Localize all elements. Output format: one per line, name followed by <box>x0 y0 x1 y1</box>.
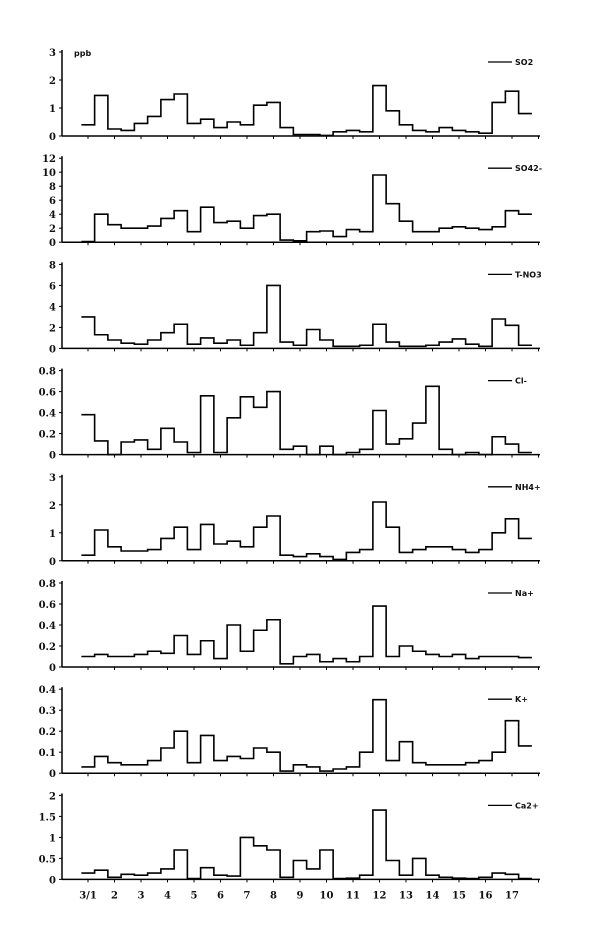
x-tick-label: 7 <box>244 890 251 901</box>
y-tick-label: 0.8 <box>39 579 56 590</box>
y-tick-label: 4 <box>49 210 56 221</box>
y-tick-label: 1 <box>49 529 56 540</box>
y-tick-label: 0.4 <box>39 685 56 696</box>
x-tick-label: 13 <box>399 890 413 901</box>
x-tick-label: 9 <box>297 890 304 901</box>
x-tick-label: 5 <box>191 890 198 901</box>
series-line <box>81 174 532 243</box>
y-tick-label: 0 <box>49 238 56 249</box>
legend-label: SO42- <box>515 164 542 173</box>
y-tick-label: 1 <box>49 833 56 844</box>
y-tick-label: 2 <box>49 224 56 235</box>
x-tick-label: 10 <box>320 890 334 901</box>
y-tick-label: 2 <box>49 76 56 87</box>
y-tick-label: 0.2 <box>39 727 56 738</box>
series-line <box>81 809 532 880</box>
x-tick-label: 11 <box>346 890 360 901</box>
y-tick-label: 0 <box>49 451 56 462</box>
panel-so42: 0 2 4 6 8 10 12 SO42- <box>42 154 542 249</box>
y-tick-label: 1.5 <box>39 812 56 823</box>
y-tick-label: 3 <box>49 48 56 59</box>
y-tick-label: 0 <box>49 769 56 780</box>
x-tick-label: 12 <box>373 890 387 901</box>
x-tick-label: 4 <box>164 890 171 901</box>
y-tick-label: 6 <box>49 281 56 292</box>
legend-label: SO2 <box>515 58 533 67</box>
y-tick-label: 0 <box>49 557 56 568</box>
legend-label: Na+ <box>515 589 534 598</box>
x-tick-label: 14 <box>426 890 440 901</box>
y-tick-label: 6 <box>49 196 56 207</box>
panel-k: 0 0.1 0.2 0.3 0.4 K+ <box>39 685 540 780</box>
y-tick-label: 12 <box>42 154 56 165</box>
y-tick-label: 0.2 <box>39 430 56 441</box>
x-tick-label: 15 <box>452 890 466 901</box>
panel-cl: 0 0.2 0.4 0.6 0.8 Cl- <box>39 367 540 462</box>
y-tick-label: 10 <box>42 168 56 179</box>
series-line <box>81 84 532 137</box>
x-tick-label: 3 <box>138 890 145 901</box>
legend-label: T-NO3 <box>515 270 542 279</box>
x-tick-label: 17 <box>505 890 519 901</box>
unit-label: ppb <box>74 49 91 58</box>
x-tick-label: 6 <box>217 890 224 901</box>
y-tick-label: 3 <box>49 473 56 484</box>
series-line <box>81 501 532 561</box>
y-tick-label: 2 <box>49 501 56 512</box>
y-tick-label: 4 <box>49 302 56 313</box>
panel-na: 0 0.2 0.4 0.6 0.8 Na+ <box>39 579 540 674</box>
y-tick-label: 0.5 <box>39 854 56 865</box>
x-tick-label: 3/1 <box>79 890 97 901</box>
y-tick-label: 0.4 <box>39 621 56 632</box>
y-tick-label: 8 <box>49 182 56 193</box>
y-tick-label: 2 <box>49 323 56 334</box>
x-tick-label: 8 <box>270 890 277 901</box>
y-tick-label: 1 <box>49 104 56 115</box>
x-tick-label: 2 <box>111 890 118 901</box>
panel-nh4: 0 1 2 3 NH4+ <box>49 473 541 568</box>
y-tick-label: 2 <box>49 791 56 802</box>
y-tick-label: 0.1 <box>39 748 56 759</box>
legend-label: K+ <box>515 695 528 704</box>
y-tick-label: 0 <box>49 663 56 674</box>
y-tick-label: 0 <box>49 132 56 143</box>
y-tick-label: 0.2 <box>39 642 56 653</box>
series-line <box>81 605 532 665</box>
y-tick-label: 0.6 <box>39 600 56 611</box>
legend-label: NH4+ <box>515 483 541 492</box>
x-tick-label: 16 <box>479 890 493 901</box>
legend-label: Ca2+ <box>515 801 539 810</box>
y-tick-label: 0 <box>49 875 56 886</box>
y-tick-label: 8 <box>49 260 56 271</box>
series-line <box>81 698 532 772</box>
series-line <box>81 284 532 348</box>
y-tick-label: 0.6 <box>39 388 56 399</box>
panel-so2: 0 1 2 3 SO2 ppb <box>49 48 540 143</box>
y-tick-label: 0 <box>49 344 56 355</box>
series-line <box>81 385 532 456</box>
y-tick-label: 0.8 <box>39 367 56 378</box>
y-tick-label: 0.4 <box>39 409 56 420</box>
panel-ca2: 0 0.5 1 1.5 2 Ca2+ 3/1 2 3 4 5 6 7 8 9 10 11 12 13 14 15 16 17 <box>39 791 540 901</box>
y-tick-label: 0.3 <box>39 706 56 717</box>
legend-label: Cl- <box>515 377 527 386</box>
panel-tno3: 0 2 4 6 8 T-NO3 <box>49 260 542 355</box>
